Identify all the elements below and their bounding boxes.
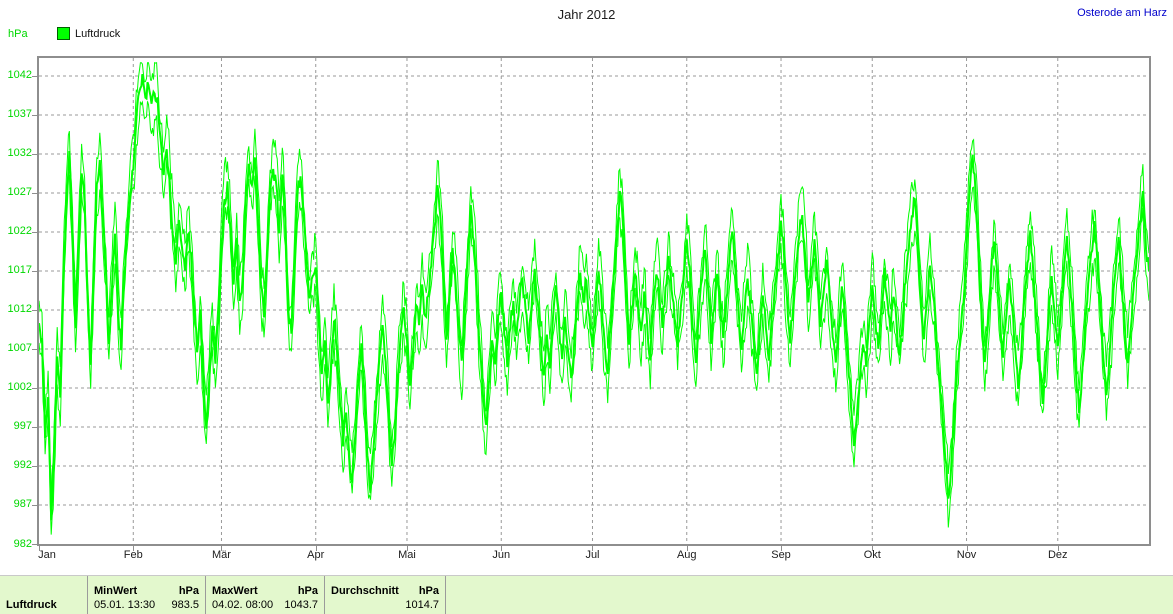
daily-min-line [39,100,1149,535]
x-axis-label: Mär [211,549,231,561]
legend-swatch-icon [57,27,70,40]
y-axis-tick [32,387,37,389]
max-unit: hPa [297,585,318,597]
y-axis-tick [32,504,37,506]
x-axis-label: Okt [863,549,881,561]
y-axis-tick [32,75,37,77]
max-datetime: 04.02. 08:00 [212,599,274,611]
y-axis-label: 1012 [7,303,32,316]
x-axis-label: Jun [492,549,511,561]
min-header: MinWert [94,585,138,597]
y-axis-tick [32,270,37,272]
x-axis-label: Feb [123,549,143,561]
y-axis-label: 1037 [7,108,32,121]
max-header: MaxWert [212,585,258,597]
y-axis-tick [32,465,37,467]
x-axis-tick [39,546,40,551]
stats-filler-cell [446,576,1173,614]
x-axis-label: Apr [307,549,325,561]
x-axis-tick [686,546,688,551]
x-axis-tick [315,546,317,551]
legend: Luftdruck [57,27,120,40]
y-axis-tick [32,348,37,350]
station-name: Osterode am Harz [1077,7,1167,19]
y-axis-label: 1007 [7,342,32,355]
x-axis-label: Dez [1047,549,1068,561]
stats-avg-cell: Durchschnitt hPa 1014.7 [325,576,446,614]
chart-title: Jahr 2012 [557,7,616,22]
y-axis-tick [32,114,37,116]
y-axis-label: 1022 [7,225,32,238]
avg-unit: hPa [418,585,439,597]
y-axis-tick [32,426,37,428]
daily-max-line [39,61,1149,501]
x-axis-label: Jul [585,549,600,561]
stats-min-cell: MinWert hPa 05.01. 13:30 983.5 [88,576,206,614]
x-axis-label: Mai [398,549,416,561]
x-axis-label: Aug [676,549,697,561]
y-axis-tick [32,192,37,194]
y-axis-label: 1002 [7,381,32,394]
y-axis-label: 1017 [7,264,32,277]
y-axis-tick [32,309,37,311]
y-axis-unit-label: hPa [8,28,28,40]
y-axis-label: 992 [13,459,32,472]
x-axis-tick [133,546,135,551]
y-axis-label: 982 [13,537,32,550]
stats-max-cell: MaxWert hPa 04.02. 08:00 1043.7 [206,576,325,614]
x-axis-label: Nov [956,549,977,561]
daily-mean-line [39,73,1149,521]
avg-value: 1014.7 [405,599,439,611]
x-axis-tick [592,546,594,551]
max-value: 1043.7 [284,599,318,611]
x-axis-tick [221,546,223,551]
pressure-line-chart [39,58,1149,544]
y-axis-label: 1042 [7,69,32,82]
x-axis-tick [1057,546,1059,551]
min-unit: hPa [178,585,199,597]
avg-header: Durchschnitt [331,585,399,597]
x-axis-tick [501,546,503,551]
y-axis-label: 1027 [7,186,32,199]
stats-row-label-cell: Luftdruck [0,576,88,614]
x-axis-label: Jan [38,549,56,561]
stats-table: Luftdruck MinWert hPa 05.01. 13:30 983.5… [0,575,1173,614]
x-axis-tick [781,546,783,551]
min-datetime: 05.01. 13:30 [94,599,156,611]
y-axis-tick [32,153,37,155]
y-axis-label: 987 [13,498,32,511]
plot-area[interactable] [37,56,1151,546]
min-value: 983.5 [171,599,199,611]
y-axis-tick [32,231,37,233]
stats-row-label: Luftdruck [6,599,57,611]
legend-label: Luftdruck [75,27,121,40]
y-axis-label: 997 [13,420,32,433]
x-axis-tick [966,546,968,551]
x-axis-tick [406,546,408,551]
x-axis-label: Sep [771,549,791,561]
y-axis-label: 1032 [7,147,32,160]
x-axis-tick [872,546,874,551]
y-axis-tick [32,544,37,545]
